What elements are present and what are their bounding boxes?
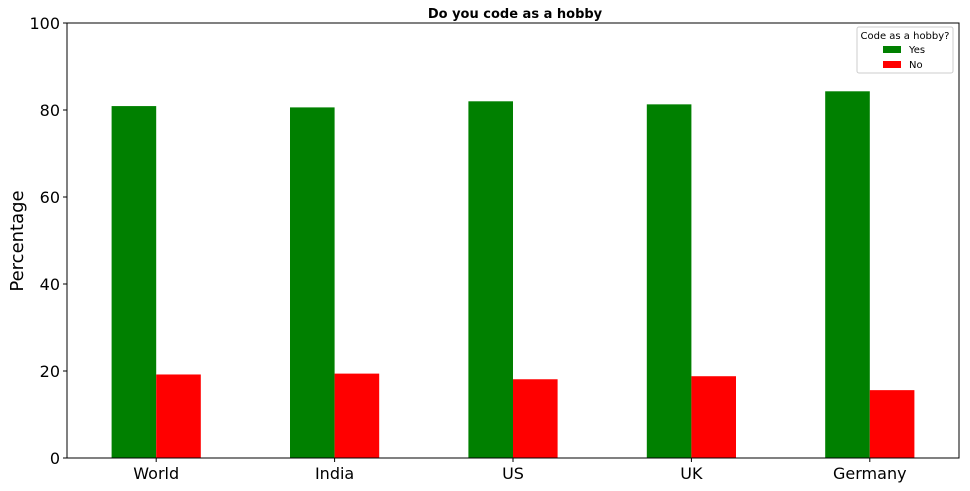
legend-swatch-no <box>883 61 901 68</box>
bar-yes-us <box>468 101 513 459</box>
x-tick-label: India <box>315 464 354 483</box>
bar-no-germany <box>869 390 915 458</box>
x-tick-label: World <box>133 464 179 483</box>
bar-no-world <box>156 374 201 458</box>
bar-yes-uk <box>646 104 692 458</box>
bar-no-us <box>513 379 558 458</box>
legend-title: Code as a hobby? <box>861 31 950 42</box>
legend-label-yes: Yes <box>908 45 925 56</box>
y-tick-label: 80 <box>40 101 60 120</box>
y-axis-label: Percentage <box>7 190 28 291</box>
legend-swatch-yes <box>883 46 901 53</box>
legend-label-no: No <box>909 60 923 71</box>
y-tick-label: 100 <box>29 14 60 33</box>
legend-items: Yes No <box>883 45 925 71</box>
bar-no-uk <box>691 376 736 458</box>
x-tick-label: Germany <box>833 464 907 483</box>
bars-group <box>111 91 915 459</box>
bar-no-india <box>334 373 380 458</box>
y-tick-label: 40 <box>40 275 60 294</box>
x-ticks-group: World India US UK Germany <box>133 458 907 483</box>
y-tick-label: 0 <box>50 449 60 468</box>
legend: Code as a hobby? Yes No <box>856 26 954 74</box>
y-tick-label: 20 <box>40 362 60 381</box>
y-ticks-group: 0 20 40 60 80 100 <box>29 14 67 468</box>
plot-frame <box>66 22 960 459</box>
chart-title: Do you code as a hobby <box>428 7 603 22</box>
legend-box <box>856 26 954 74</box>
x-tick-label: UK <box>680 464 703 483</box>
bar-yes-india <box>290 107 335 458</box>
bar-yes-world <box>111 106 157 458</box>
x-tick-label: US <box>502 464 524 483</box>
bar-yes-germany <box>825 91 870 459</box>
y-tick-label: 60 <box>40 188 60 207</box>
